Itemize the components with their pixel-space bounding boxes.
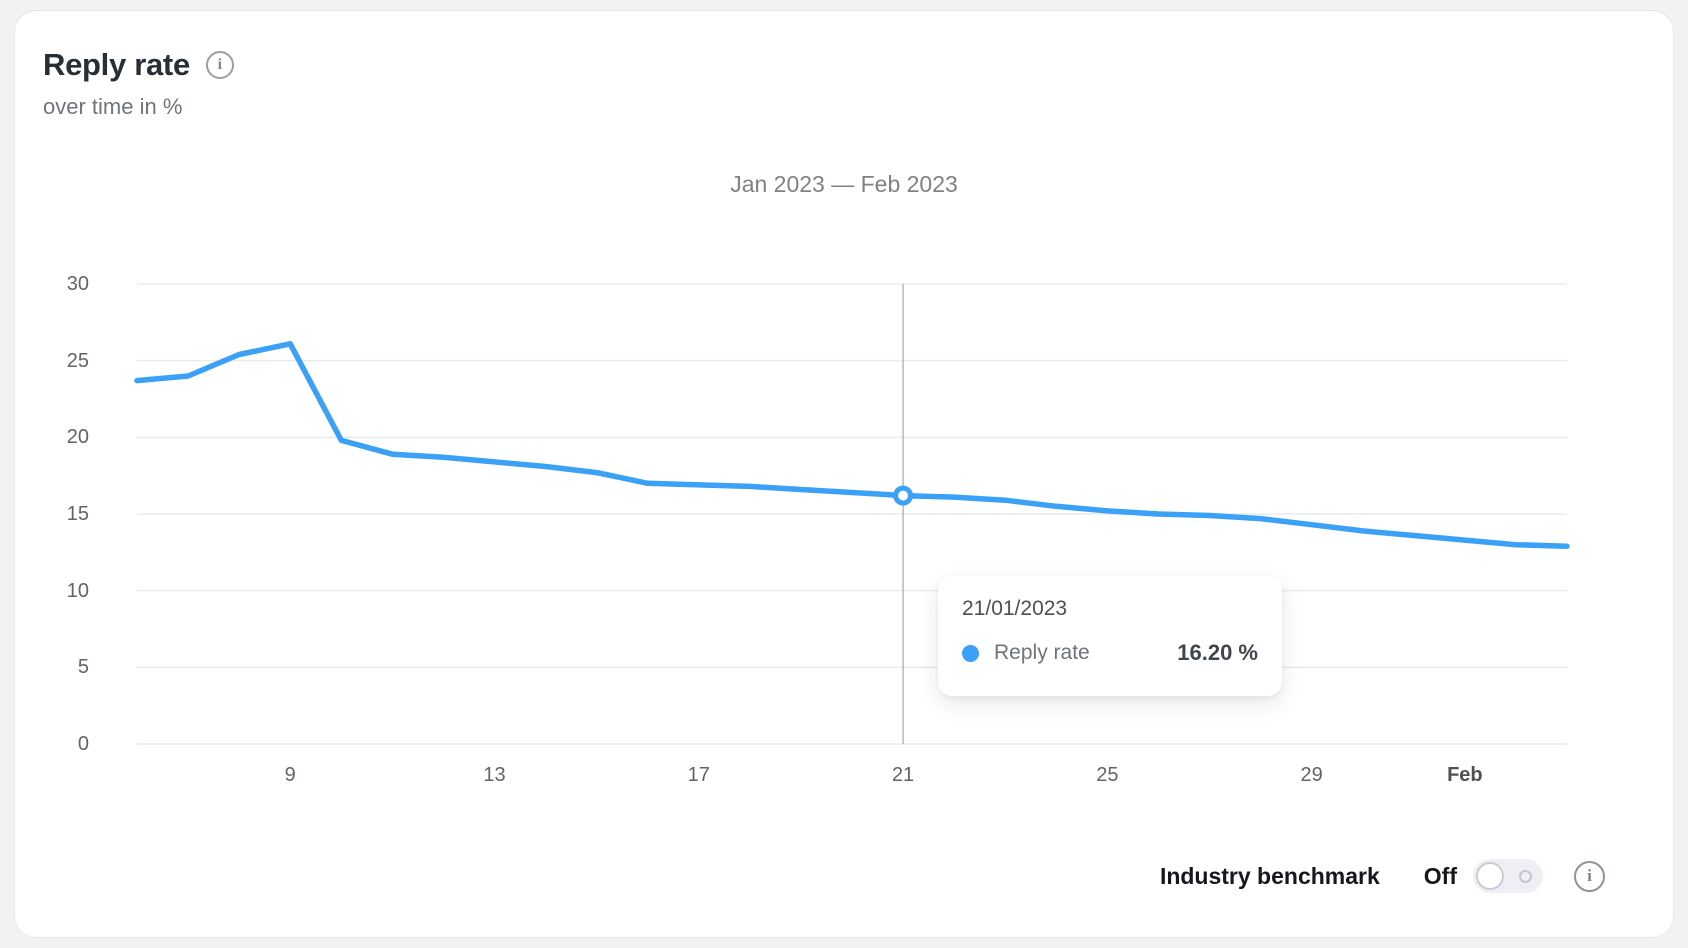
reply-rate-line: [134, 341, 1570, 549]
tooltip-date: 21/01/2023: [962, 597, 1068, 620]
y-axis-tick: 25: [66, 349, 89, 372]
highlight-marker[interactable]: [893, 485, 914, 506]
tooltip-value: 16.20 %: [1177, 640, 1258, 665]
chart-range-title: Jan 2023 — Feb 2023: [730, 171, 958, 197]
benchmark-info-icon[interactable]: i: [1574, 860, 1605, 892]
toggle-knob-icon: [1476, 862, 1504, 890]
y-axis-tick: 30: [66, 273, 89, 295]
y-axis-tick: 10: [66, 579, 89, 602]
industry-benchmark-label: Industry benchmark: [1159, 862, 1380, 889]
y-axis-tick: 15: [66, 503, 89, 525]
chart-tooltip: 21/01/2023 Reply rate 16.20 %: [938, 576, 1282, 696]
y-axis-tick: 0: [77, 733, 89, 755]
series-dot-icon: [962, 644, 979, 662]
card-subtitle: over time in %: [43, 94, 183, 119]
y-axis-tick: 5: [77, 656, 89, 679]
benchmark-controls: Industry benchmark Off i: [1160, 859, 1605, 893]
x-axis-tick: 29: [1300, 764, 1323, 786]
tooltip-series-label: Reply rate: [994, 641, 1090, 664]
info-icon[interactable]: i: [205, 51, 234, 79]
x-axis-tick: 9: [284, 764, 296, 786]
reply-rate-line-chart[interactable]: [15, 11, 1675, 939]
card-header: Reply rate i over time in %: [43, 47, 234, 120]
x-axis-tick: 25: [1096, 764, 1119, 786]
benchmark-toggle[interactable]: [1473, 859, 1543, 893]
y-axis-tick: 20: [66, 426, 89, 449]
x-axis-tick: 13: [483, 764, 506, 786]
x-axis-tick: 17: [687, 764, 710, 786]
x-axis-tick: 21: [891, 764, 915, 786]
reply-rate-card: Reply rate i over time in % Jan 2023 — F…: [14, 10, 1674, 938]
page-title: Reply rate: [43, 47, 190, 82]
x-axis-tick: Feb: [1447, 764, 1483, 786]
toggle-ring-icon: [1519, 870, 1532, 883]
benchmark-state-label: Off: [1423, 862, 1457, 889]
